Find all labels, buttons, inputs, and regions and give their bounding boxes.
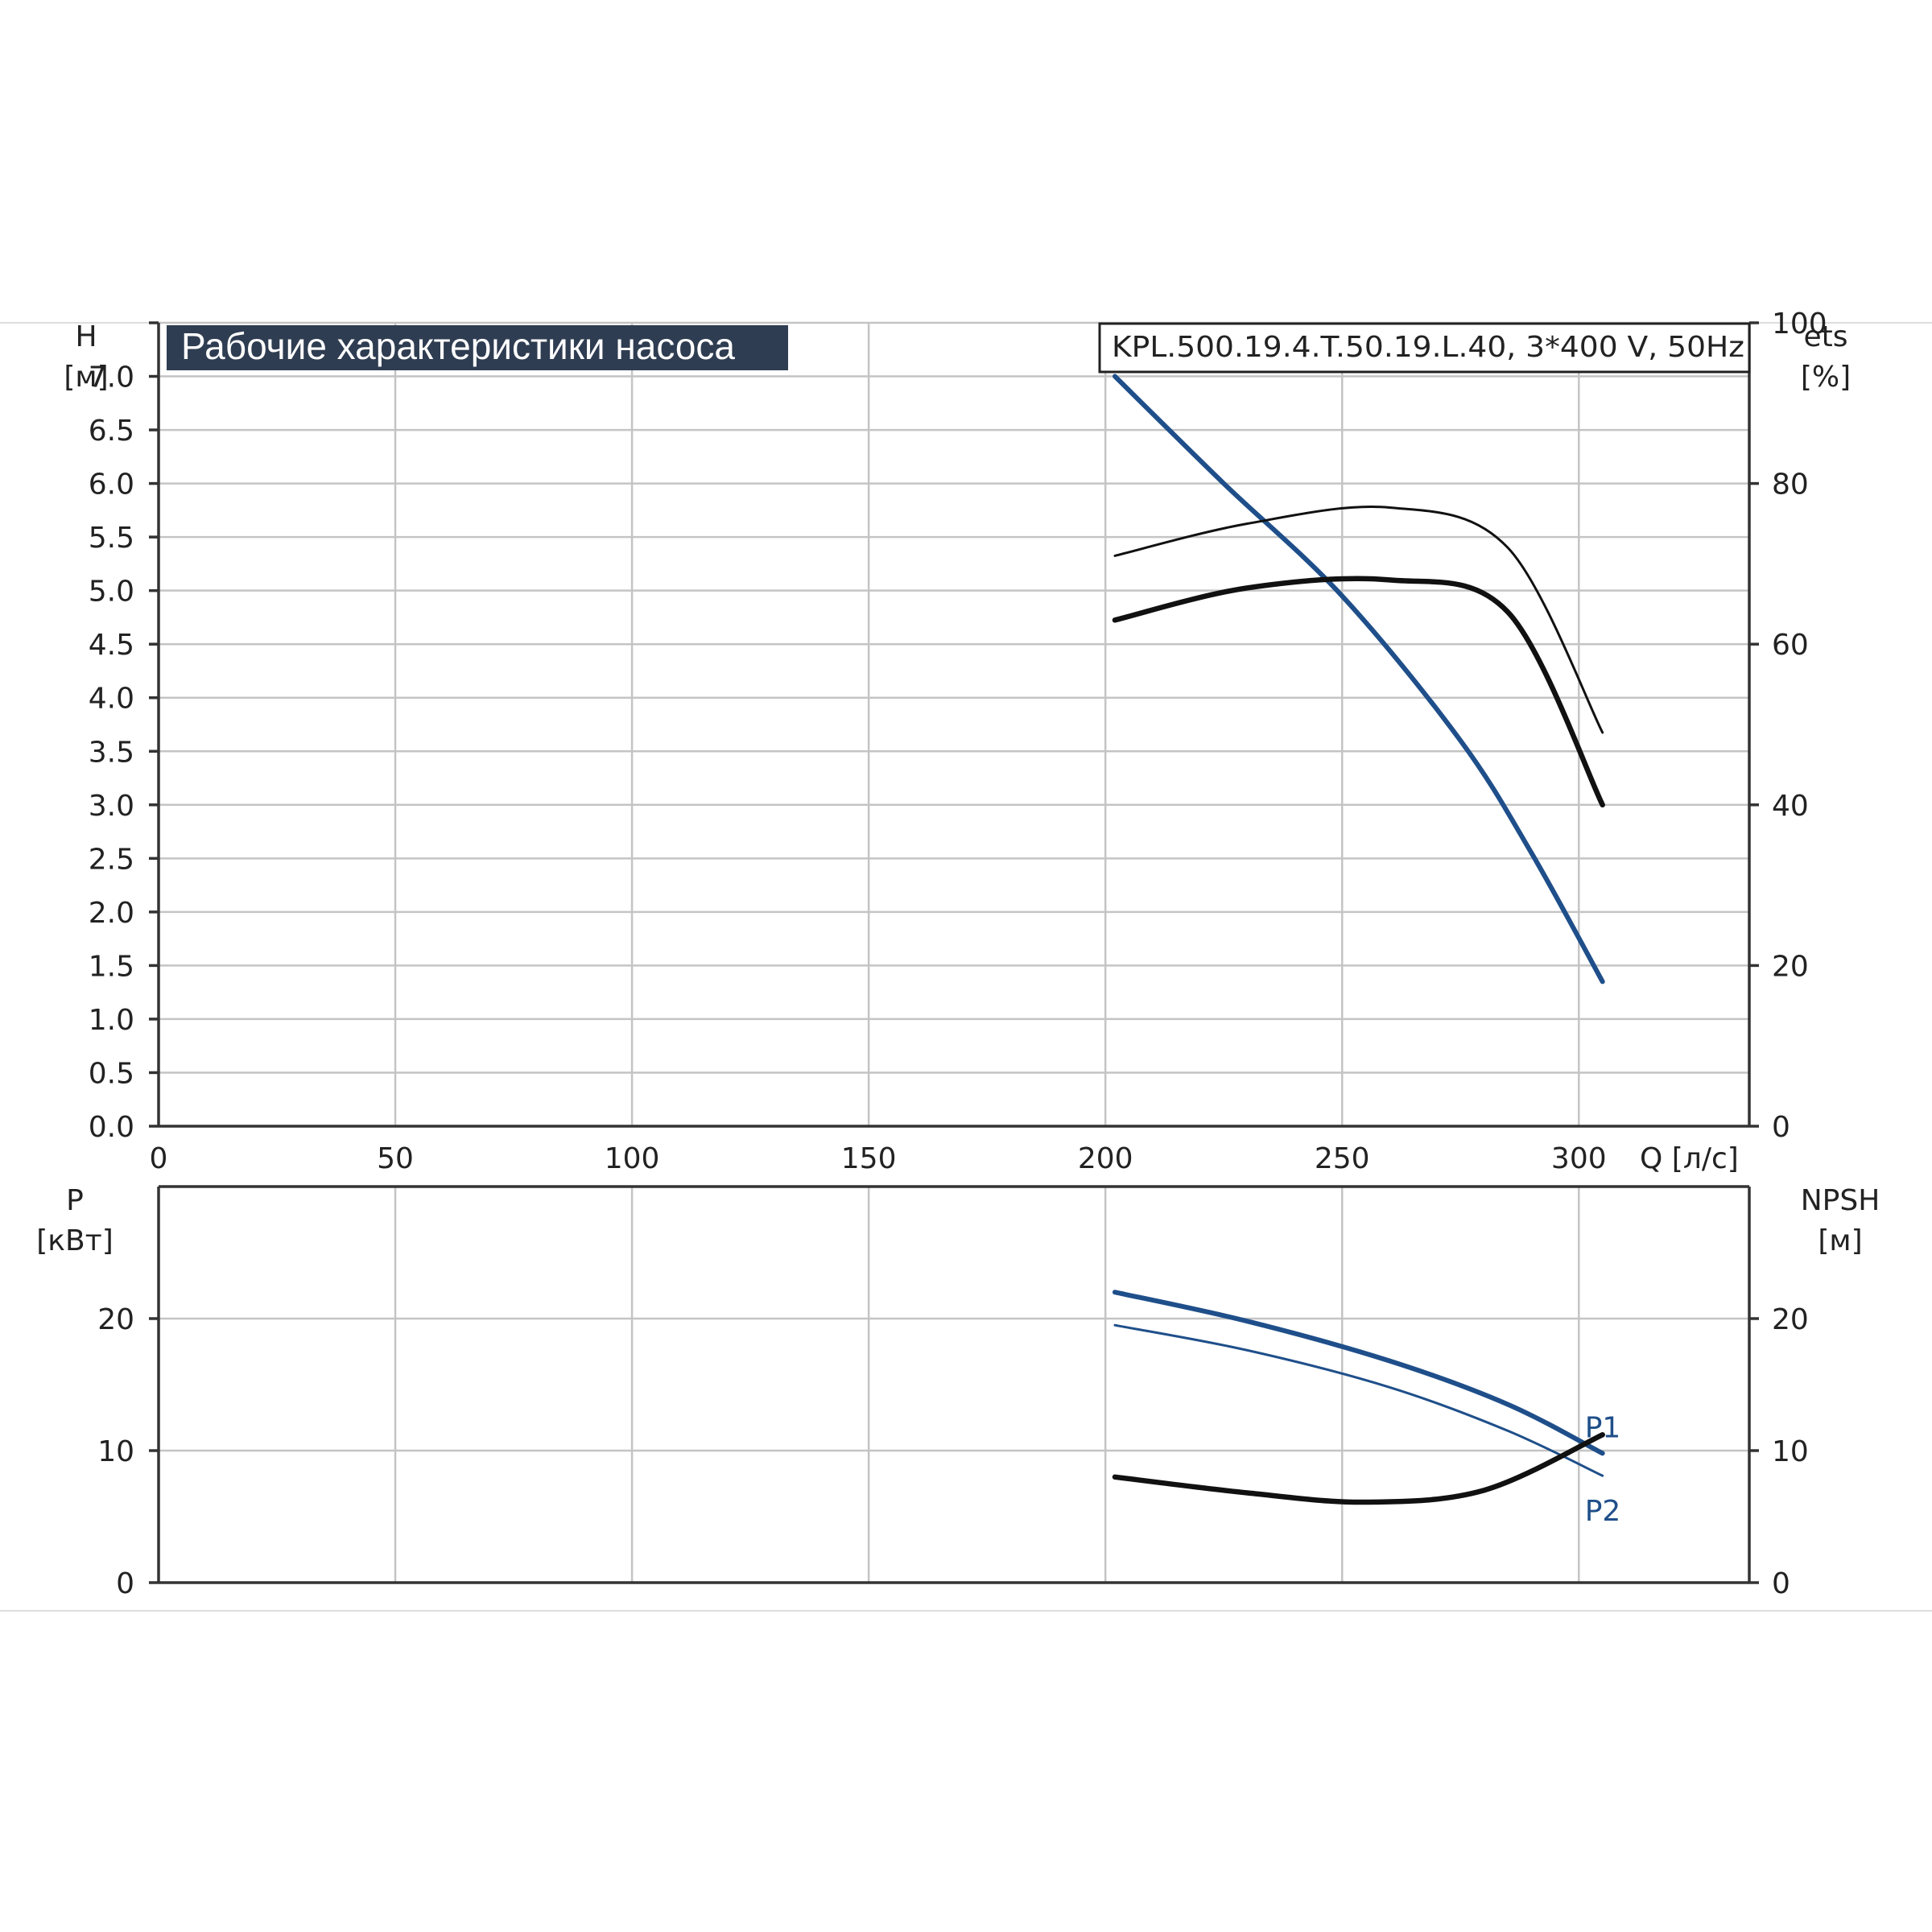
y2-tick-label: 0 bbox=[1772, 1567, 1790, 1600]
series-line-top-0 bbox=[1113, 374, 1605, 985]
model-box bbox=[1098, 322, 1751, 374]
head-efficiency-chart: 0.0 0.5 1.0 1.5 2.0 2.5 3.0 3.5 4.0 4.5 5.0 5.5 6.0 6… bbox=[64, 308, 1851, 1175]
y-tick-label: 4.5 bbox=[89, 629, 134, 662]
y-tick-label: 10 bbox=[97, 1435, 134, 1468]
x-tick-label: 150 bbox=[841, 1142, 897, 1175]
x-tick-label: 0 bbox=[150, 1142, 168, 1175]
y2-tick-label: 20 bbox=[1772, 950, 1809, 983]
chart-title: Рабочие характеристики насоса bbox=[181, 325, 735, 367]
series-line-bottom-0 bbox=[1113, 1290, 1605, 1456]
y-tick-label: 0 bbox=[116, 1567, 134, 1600]
y2-tick-label: 20 bbox=[1772, 1303, 1809, 1336]
y-tick-label: 1.5 bbox=[89, 950, 134, 983]
y-axis-label: [кВт] bbox=[36, 1224, 114, 1257]
y-tick-label: 5.5 bbox=[89, 522, 134, 555]
x-tick-label: 250 bbox=[1315, 1142, 1370, 1175]
y2-tick-label: 40 bbox=[1772, 790, 1809, 823]
y-tick-label: 7.0 bbox=[89, 361, 134, 394]
y-axis-label: P bbox=[66, 1184, 84, 1217]
y2-axis-label: ets bbox=[1803, 320, 1847, 353]
y-tick-label: 0.0 bbox=[89, 1111, 134, 1144]
y2-axis-label: [м] bbox=[1818, 1224, 1862, 1257]
y-axis-label: H bbox=[75, 320, 97, 353]
x-tick-label: 200 bbox=[1078, 1142, 1133, 1175]
x-axis-label: Q [л/с] bbox=[1640, 1142, 1739, 1175]
y-tick-label: 2.5 bbox=[89, 843, 134, 876]
y-tick-label: 3.0 bbox=[89, 790, 134, 823]
title-box bbox=[167, 325, 788, 370]
y-tick-label: 5.0 bbox=[89, 576, 134, 609]
y-tick-label: 6.5 bbox=[89, 415, 134, 448]
series-line-bottom-1 bbox=[1113, 1323, 1604, 1477]
x-tick-label: 50 bbox=[377, 1142, 414, 1175]
series-line-bottom-2 bbox=[1112, 1432, 1605, 1505]
y-tick-label: 20 bbox=[97, 1303, 134, 1336]
y-tick-label: 1.0 bbox=[89, 1004, 134, 1037]
y-tick-label: 6.0 bbox=[89, 469, 134, 502]
y-tick-label: 0.5 bbox=[89, 1057, 134, 1090]
y-tick-label: 4.0 bbox=[89, 683, 134, 716]
y2-tick-label: 60 bbox=[1772, 629, 1809, 662]
series-label-p2: P2 bbox=[1585, 1495, 1621, 1528]
model-label: KPL.500.19.4.T.50.19.L.40, 3*400 V, 50Hz bbox=[1112, 331, 1744, 364]
series-line-top-1 bbox=[1113, 506, 1604, 734]
y2-tick-label: 80 bbox=[1772, 469, 1809, 502]
series-line-top-2 bbox=[1112, 576, 1605, 808]
y-axis-label: [м] bbox=[64, 361, 108, 394]
y2-tick-label: 10 bbox=[1772, 1435, 1809, 1468]
y-tick-label: 3.5 bbox=[89, 736, 134, 769]
x-tick-label: 300 bbox=[1551, 1142, 1607, 1175]
y2-axis-label: [%] bbox=[1801, 361, 1851, 394]
y2-tick-label: 0 bbox=[1772, 1111, 1790, 1144]
y2-tick-label: 100 bbox=[1772, 308, 1827, 341]
x-tick-label: 100 bbox=[605, 1142, 660, 1175]
y2-axis-label: NPSH bbox=[1801, 1184, 1880, 1217]
y-tick-label: 2.0 bbox=[89, 897, 134, 930]
